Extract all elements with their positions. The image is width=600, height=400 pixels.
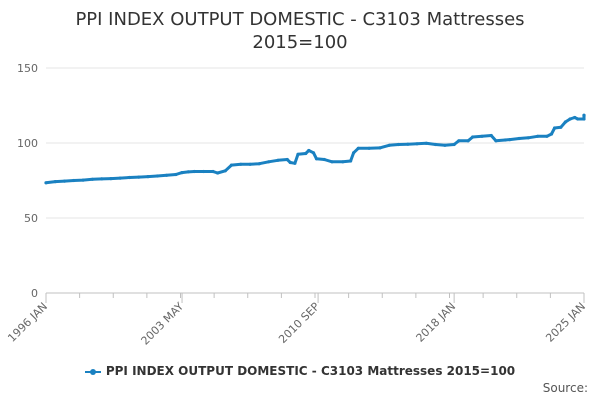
data-point[interactable]: [311, 151, 316, 155]
series-layer: [44, 113, 586, 185]
data-point[interactable]: [223, 169, 227, 173]
data-point[interactable]: [288, 160, 292, 165]
chart-title-line-2: 2015=100: [252, 32, 348, 53]
data-point[interactable]: [248, 162, 252, 166]
y-axis: 0 50 100 150: [17, 62, 38, 300]
data-point[interactable]: [330, 160, 334, 164]
data-point[interactable]: [559, 125, 563, 129]
data-point[interactable]: [387, 143, 391, 147]
data-point[interactable]: [229, 163, 234, 167]
data-point[interactable]: [415, 142, 419, 146]
x-tick-label: 2018 JAN: [414, 300, 459, 345]
data-point[interactable]: [118, 176, 122, 180]
legend[interactable]: PPI INDEX OUTPUT DOMESTIC - C3103 Mattre…: [0, 364, 600, 378]
data-point[interactable]: [508, 138, 512, 142]
x-tick-label: 1996 JAN: [5, 300, 50, 345]
x-tick-label: 2003 MAY: [139, 300, 187, 348]
data-point[interactable]: [457, 139, 461, 143]
chart-title: PPI INDEX OUTPUT DOMESTIC - C3103 Mattre…: [0, 8, 600, 54]
data-point[interactable]: [452, 142, 456, 147]
data-point[interactable]: [471, 135, 475, 139]
data-point[interactable]: [174, 172, 178, 177]
data-point[interactable]: [549, 132, 554, 136]
grid-lines: [46, 67, 584, 219]
data-point[interactable]: [100, 177, 104, 181]
data-point[interactable]: [576, 117, 580, 121]
line-chart: 0 50 100 150 1996 JAN 2003 MAY 2010 SEP 2018 J…: [5, 62, 588, 348]
data-point[interactable]: [349, 159, 353, 163]
data-point[interactable]: [494, 139, 498, 143]
data-point[interactable]: [480, 134, 484, 138]
data-point[interactable]: [314, 157, 319, 161]
data-point[interactable]: [443, 143, 447, 147]
data-point[interactable]: [406, 142, 410, 146]
data-point[interactable]: [582, 113, 586, 117]
data-point[interactable]: [267, 160, 271, 164]
y-tick-label: 150: [17, 62, 38, 75]
legend-line-marker-icon: [84, 368, 101, 375]
data-point[interactable]: [81, 178, 85, 182]
data-point[interactable]: [517, 136, 521, 141]
data-point[interactable]: [563, 120, 568, 124]
data-point[interactable]: [192, 169, 196, 174]
source-label: Source:: [542, 381, 588, 395]
x-tick-label: 2025 JAN: [543, 300, 588, 345]
data-point[interactable]: [304, 151, 308, 156]
y-tick-label: 0: [31, 287, 38, 300]
series-line[interactable]: [44, 113, 586, 185]
data-point[interactable]: [137, 175, 141, 179]
data-point[interactable]: [257, 162, 261, 166]
y-tick-label: 100: [17, 137, 38, 150]
data-point[interactable]: [545, 134, 549, 138]
data-point[interactable]: [352, 151, 356, 155]
data-point[interactable]: [378, 146, 382, 150]
data-point[interactable]: [276, 158, 280, 162]
data-point[interactable]: [180, 171, 184, 175]
data-point[interactable]: [90, 177, 94, 181]
data-point[interactable]: [165, 173, 169, 177]
data-point[interactable]: [434, 142, 438, 147]
data-point[interactable]: [186, 170, 190, 174]
data-point[interactable]: [582, 117, 586, 121]
data-point[interactable]: [503, 138, 507, 142]
data-point[interactable]: [536, 134, 540, 138]
data-point[interactable]: [293, 161, 297, 165]
data-point[interactable]: [239, 162, 243, 166]
data-point[interactable]: [367, 146, 371, 150]
data-point[interactable]: [466, 139, 470, 143]
data-point[interactable]: [573, 115, 577, 120]
data-point[interactable]: [155, 174, 159, 178]
data-point[interactable]: [307, 148, 311, 153]
data-point[interactable]: [396, 142, 401, 147]
data-point[interactable]: [109, 177, 113, 181]
data-point[interactable]: [285, 157, 289, 162]
data-point[interactable]: [63, 179, 67, 183]
data-point[interactable]: [341, 160, 345, 164]
data-point[interactable]: [356, 146, 360, 150]
data-point[interactable]: [568, 117, 572, 121]
y-tick-label: 50: [24, 212, 38, 225]
data-point[interactable]: [44, 181, 48, 185]
legend-label: PPI INDEX OUTPUT DOMESTIC - C3103 Mattre…: [105, 364, 516, 378]
data-point[interactable]: [211, 169, 215, 174]
data-point[interactable]: [424, 141, 428, 145]
data-point[interactable]: [72, 178, 76, 183]
data-point[interactable]: [146, 175, 150, 179]
data-point[interactable]: [296, 152, 300, 156]
data-point[interactable]: [216, 171, 220, 175]
chart-title-line-1: PPI INDEX OUTPUT DOMESTIC - C3103 Mattre…: [75, 9, 525, 30]
data-point[interactable]: [526, 136, 530, 140]
data-point[interactable]: [489, 133, 493, 138]
data-point[interactable]: [322, 157, 326, 162]
x-tick-label: 2010 SEP: [276, 300, 322, 346]
data-point[interactable]: [53, 180, 57, 184]
data-point[interactable]: [127, 175, 132, 180]
data-point[interactable]: [553, 126, 557, 130]
data-point[interactable]: [202, 169, 206, 174]
x-axis: 1996 JAN 2003 MAY 2010 SEP 2018 JAN 2025 JAN: [5, 292, 588, 348]
